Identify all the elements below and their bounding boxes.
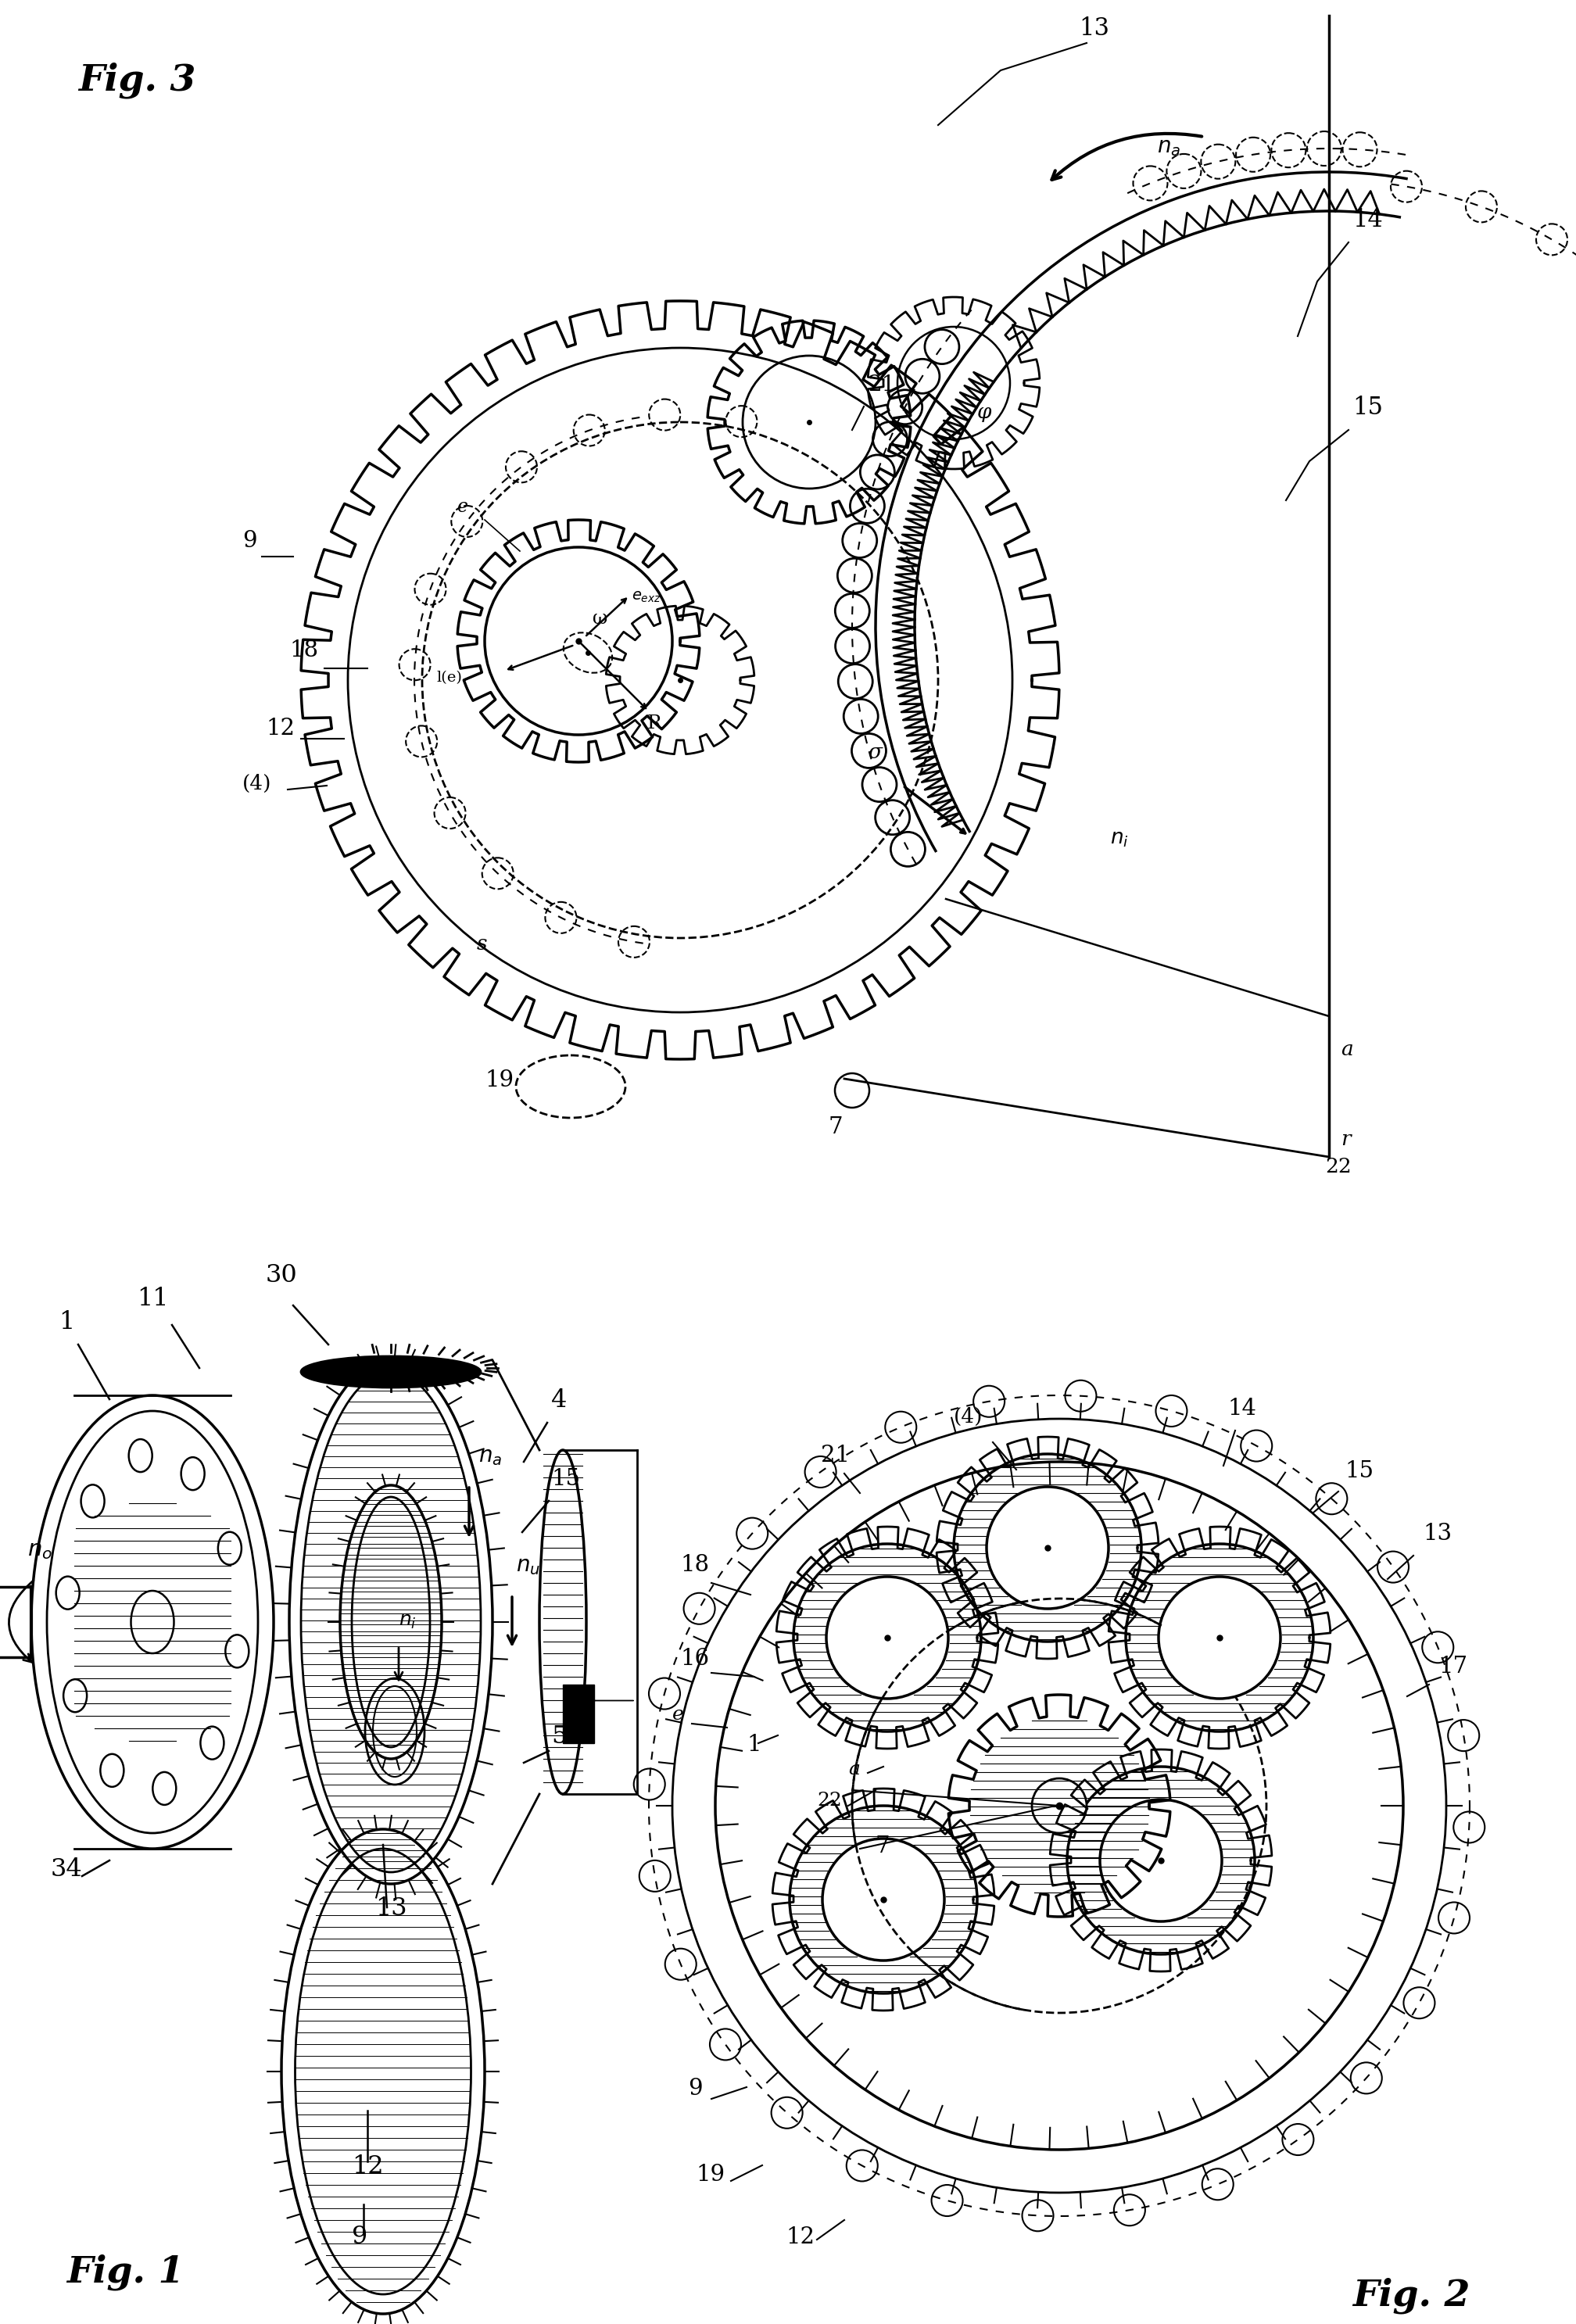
Text: 18: 18 bbox=[681, 1555, 709, 1576]
Text: $n_u$: $n_u$ bbox=[515, 1555, 541, 1576]
Text: Fig. 1: Fig. 1 bbox=[66, 2254, 184, 2291]
Circle shape bbox=[1100, 1799, 1221, 1922]
Text: 13: 13 bbox=[375, 1896, 407, 1920]
FancyArrowPatch shape bbox=[465, 1487, 473, 1534]
Text: φ: φ bbox=[977, 402, 991, 423]
Text: R: R bbox=[648, 713, 662, 732]
Circle shape bbox=[649, 1678, 681, 1708]
Text: (4): (4) bbox=[953, 1406, 983, 1427]
Circle shape bbox=[1023, 2201, 1053, 2231]
Ellipse shape bbox=[301, 1357, 481, 1387]
Text: 22: 22 bbox=[816, 1792, 842, 1810]
Circle shape bbox=[886, 1411, 916, 1443]
Text: s: s bbox=[478, 934, 487, 953]
Circle shape bbox=[1240, 1429, 1272, 1462]
FancyArrowPatch shape bbox=[9, 1580, 33, 1662]
Text: Fig. 3: Fig. 3 bbox=[79, 63, 195, 98]
Circle shape bbox=[1448, 1720, 1480, 1750]
Text: 15: 15 bbox=[1344, 1459, 1374, 1483]
Text: 17: 17 bbox=[1439, 1655, 1467, 1678]
Text: 22: 22 bbox=[1325, 1157, 1352, 1176]
Circle shape bbox=[1283, 2124, 1314, 2154]
Text: $n_o$: $n_o$ bbox=[27, 1538, 52, 1562]
Circle shape bbox=[1351, 2061, 1382, 2094]
Text: 34: 34 bbox=[50, 1857, 82, 1882]
Circle shape bbox=[1453, 1813, 1485, 1843]
Polygon shape bbox=[563, 1685, 634, 1743]
Text: 21: 21 bbox=[821, 1446, 849, 1466]
Circle shape bbox=[1032, 1778, 1086, 1834]
Text: $n_a$: $n_a$ bbox=[1157, 137, 1180, 158]
Text: 7: 7 bbox=[829, 1116, 843, 1139]
Circle shape bbox=[709, 2029, 741, 2059]
Circle shape bbox=[736, 1518, 768, 1550]
Text: 9: 9 bbox=[689, 2078, 703, 2099]
Text: 12: 12 bbox=[266, 718, 295, 739]
Circle shape bbox=[1316, 1483, 1347, 1515]
Text: 11: 11 bbox=[137, 1287, 169, 1311]
Circle shape bbox=[1377, 1552, 1409, 1583]
Circle shape bbox=[640, 1859, 670, 1892]
Text: σ: σ bbox=[868, 744, 883, 762]
Circle shape bbox=[1404, 1987, 1434, 2020]
Circle shape bbox=[634, 1769, 665, 1799]
Circle shape bbox=[1202, 2168, 1234, 2201]
Text: $n_i$: $n_i$ bbox=[399, 1613, 416, 1631]
Text: 13: 13 bbox=[1423, 1522, 1451, 1545]
Text: r: r bbox=[1341, 1129, 1351, 1148]
Text: 13: 13 bbox=[1080, 16, 1110, 40]
Text: e: e bbox=[673, 1706, 684, 1724]
Text: Fig. 2: Fig. 2 bbox=[1352, 2278, 1470, 2315]
Circle shape bbox=[1158, 1576, 1280, 1699]
Text: 21: 21 bbox=[868, 374, 895, 395]
Circle shape bbox=[823, 1838, 944, 1961]
Circle shape bbox=[1422, 1631, 1453, 1664]
Text: a: a bbox=[1341, 1039, 1354, 1060]
Circle shape bbox=[1065, 1380, 1097, 1411]
Circle shape bbox=[826, 1576, 949, 1699]
Text: 7: 7 bbox=[876, 1836, 890, 1857]
FancyArrowPatch shape bbox=[1051, 132, 1202, 179]
Text: l(e): l(e) bbox=[437, 672, 462, 686]
Circle shape bbox=[931, 2185, 963, 2217]
Text: 19: 19 bbox=[695, 2164, 725, 2185]
Text: $e_{exz}$: $e_{exz}$ bbox=[632, 590, 662, 604]
Text: 18: 18 bbox=[290, 639, 318, 662]
FancyArrowPatch shape bbox=[507, 1597, 517, 1643]
Text: 1: 1 bbox=[747, 1734, 761, 1755]
Circle shape bbox=[684, 1592, 716, 1624]
Circle shape bbox=[1439, 1903, 1470, 1934]
Text: 12: 12 bbox=[351, 2154, 383, 2178]
Circle shape bbox=[805, 1457, 837, 1487]
Circle shape bbox=[1155, 1394, 1187, 1427]
Text: 14: 14 bbox=[1228, 1397, 1256, 1420]
Text: 4: 4 bbox=[552, 1387, 567, 1413]
Text: 12: 12 bbox=[786, 2226, 815, 2247]
Text: 14: 14 bbox=[1352, 207, 1382, 232]
Text: (4): (4) bbox=[243, 774, 271, 792]
Circle shape bbox=[665, 1948, 697, 1980]
Text: 16: 16 bbox=[681, 1648, 709, 1669]
Text: 5: 5 bbox=[552, 1724, 567, 1748]
FancyArrowPatch shape bbox=[394, 1648, 402, 1680]
Text: 9: 9 bbox=[243, 530, 257, 551]
Text: 15: 15 bbox=[1352, 395, 1382, 421]
Text: ω: ω bbox=[593, 609, 608, 627]
Text: 30: 30 bbox=[266, 1264, 298, 1287]
Text: 9: 9 bbox=[351, 2224, 367, 2250]
Text: 15: 15 bbox=[552, 1469, 580, 1490]
Text: $n_a$: $n_a$ bbox=[479, 1446, 503, 1466]
Text: 19: 19 bbox=[485, 1069, 514, 1092]
Text: 1: 1 bbox=[58, 1311, 74, 1334]
Circle shape bbox=[846, 2150, 878, 2182]
Text: e: e bbox=[457, 497, 468, 516]
Circle shape bbox=[1114, 2194, 1146, 2226]
Text: a: a bbox=[848, 1759, 860, 1778]
Text: $n_i$: $n_i$ bbox=[1110, 830, 1128, 848]
Circle shape bbox=[987, 1487, 1108, 1608]
Circle shape bbox=[974, 1385, 1004, 1418]
Circle shape bbox=[771, 2096, 802, 2129]
